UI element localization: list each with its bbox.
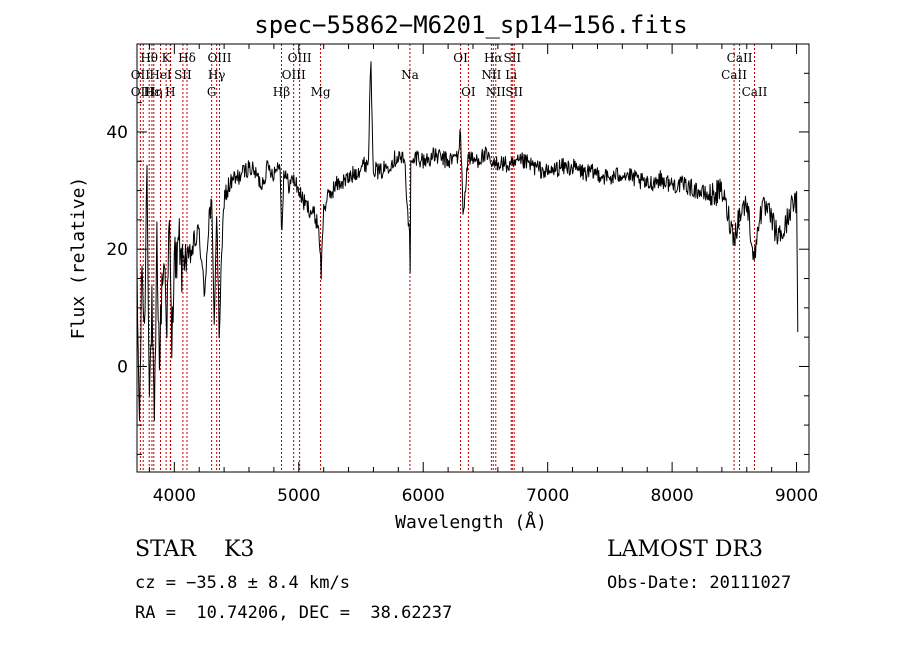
x-axis-label: Wavelength (Å)	[395, 511, 547, 533]
plot-frame	[136, 43, 810, 473]
line-label: Hβ	[273, 85, 290, 99]
line-label: OI	[453, 51, 468, 65]
line-label: Hε	[144, 85, 161, 99]
line-label: OI	[461, 85, 476, 99]
line-label: Hθ	[140, 51, 158, 65]
line-label: OIII	[288, 51, 312, 65]
x-tick-label: 7000	[526, 486, 569, 506]
line-label: Hγ	[208, 68, 226, 82]
spectrum-series	[136, 61, 799, 422]
line-label: CaII	[727, 51, 753, 65]
y-tick-label: 0	[117, 357, 128, 377]
line-label: Na	[401, 68, 419, 82]
y-tick-label: 20	[106, 240, 128, 260]
line-label: NII	[481, 68, 501, 82]
chart-title: spec−55862−M6201_sp14−156.fits	[254, 11, 687, 39]
obs-date-label: Obs-Date: 20111027	[607, 573, 792, 593]
line-label: OII	[131, 68, 151, 82]
line-label: HeI	[149, 68, 172, 82]
line-label: CaII	[721, 68, 747, 82]
x-tick-label: 5000	[277, 486, 320, 506]
line-label: NII	[486, 85, 506, 99]
spectrum-line	[136, 61, 799, 422]
coordinates-label: RA = 10.74206, DEC = 38.62237	[135, 603, 453, 623]
y-tick-label: 40	[106, 123, 128, 143]
y-axis-label: Flux (relative)	[68, 177, 89, 340]
classification-label: STAR K3	[135, 537, 255, 562]
line-label: OIII	[282, 68, 306, 82]
line-label: SII	[505, 85, 523, 99]
x-tick-label: 8000	[650, 486, 693, 506]
line-label: K	[162, 51, 172, 65]
line-label: CaII	[742, 85, 768, 99]
y-axis: 0 20 40	[106, 43, 809, 455]
line-label: Hη	[145, 85, 163, 99]
line-label: OII	[131, 85, 151, 99]
survey-label: LAMOST DR3	[607, 537, 763, 562]
x-tick-label: 6000	[402, 486, 445, 506]
line-label: G	[207, 85, 217, 99]
redshift-label: cz = −35.8 ± 8.4 km/s	[135, 573, 350, 593]
x-tick-label: 9000	[775, 486, 818, 506]
line-label: Mg	[311, 85, 331, 99]
line-label: Li	[505, 68, 517, 82]
x-axis: 4000 5000 6000 7000 8000 9000	[148, 44, 818, 506]
line-label: Hδ	[178, 51, 196, 65]
line-label: H	[165, 85, 175, 99]
x-tick-label: 4000	[153, 486, 196, 506]
line-label: SII	[503, 51, 521, 65]
line-label: Hα	[484, 51, 503, 65]
line-id-markers	[139, 44, 755, 472]
line-label: SII	[174, 68, 192, 82]
line-label: OIII	[207, 51, 231, 65]
